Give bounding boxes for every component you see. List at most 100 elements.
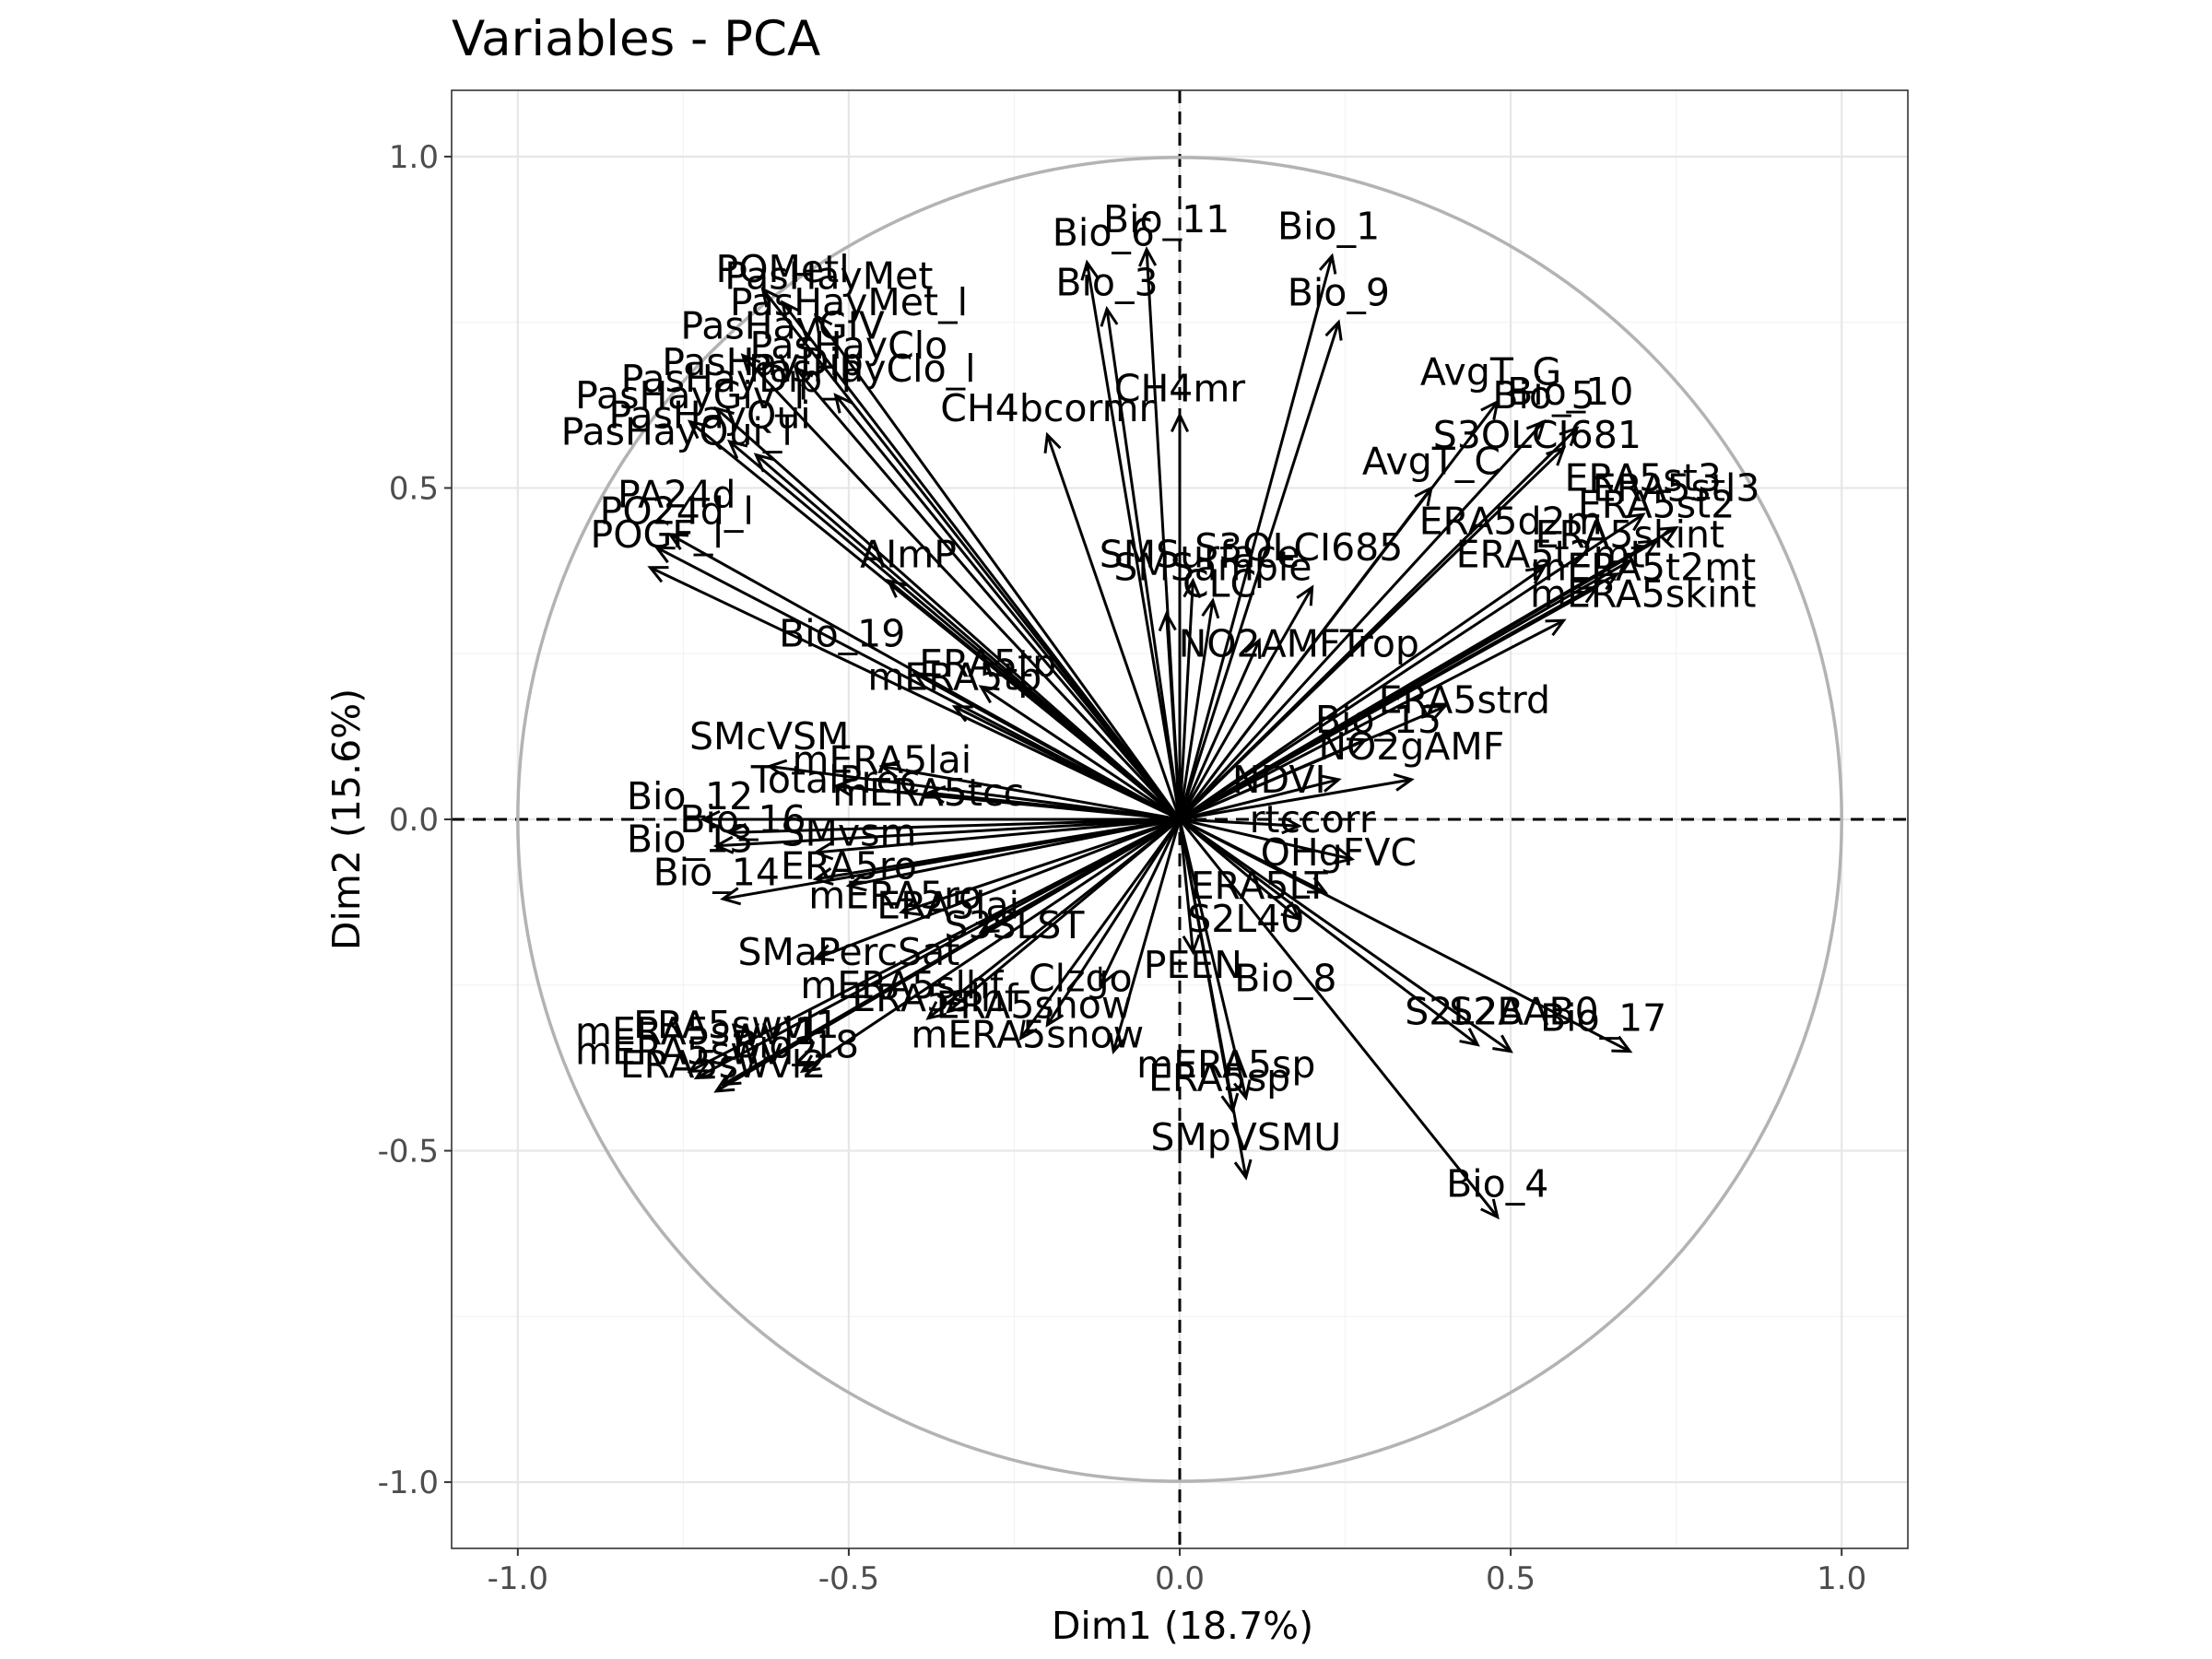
variable-arrow-s2bab0 <box>1179 818 1513 1053</box>
arrow-head <box>1233 1079 1252 1101</box>
variable-label: OHgFVC <box>1261 830 1417 875</box>
arrow-shaft <box>1179 818 1326 894</box>
arrow-head <box>812 866 834 886</box>
x-tick-label: 0.0 <box>1155 1560 1205 1597</box>
variable-arrow-era5lt <box>1179 818 1329 894</box>
variable-arrow-pashaydip <box>713 406 1181 821</box>
variable-label: NDVI <box>1232 758 1326 802</box>
arrow-head <box>1296 584 1314 606</box>
variable-label: Bio_11 <box>1103 197 1230 241</box>
variable-label: ERA5LT <box>1191 864 1329 908</box>
variable-arrow-smcvsm <box>766 759 1181 821</box>
arrow-head <box>899 898 921 916</box>
variable-arrow-smapercsat <box>812 818 1181 962</box>
variable-arrow-smsurface <box>1178 597 1220 820</box>
variable-label: PasHayMet <box>724 253 933 298</box>
variable-label: AvgT_G <box>1420 350 1561 394</box>
variable-label: PasHayClo <box>750 324 948 368</box>
arrow-head <box>713 1075 735 1093</box>
variable-arrow-bio-12 <box>700 809 1180 830</box>
arrow-head <box>1324 319 1343 341</box>
variable-label: ERA5stl3 <box>1593 465 1760 510</box>
variable-label: ERA5swvl1 <box>633 1003 840 1047</box>
variable-label: CH4bcormr <box>940 386 1154 430</box>
arrow-head <box>1281 816 1302 835</box>
arrow-head <box>1099 966 1116 988</box>
arrow-shaft <box>1178 818 1248 1178</box>
variable-arrows <box>647 246 1679 1220</box>
arrow-shaft <box>1085 262 1182 820</box>
arrow-shaft <box>1179 618 1565 821</box>
variable-arrow-mera5tcc <box>924 785 1181 821</box>
variable-arrow-avgt-c <box>1178 485 1433 820</box>
arrow-head <box>1320 774 1342 793</box>
arrow-shaft <box>815 818 1181 960</box>
arrow-shaft <box>1105 309 1182 820</box>
arrow-head <box>1624 512 1646 532</box>
variable-label: ERA5t2mt <box>1456 532 1645 576</box>
arrow-shaft <box>716 818 1181 848</box>
variable-label: S3SLST <box>944 903 1085 947</box>
arrow-shaft <box>1179 818 1479 1046</box>
variable-arrow-no2amf <box>1179 772 1415 821</box>
variable-label: Bio_13 <box>627 818 753 862</box>
arrow-head <box>925 1001 947 1020</box>
arrow-shaft <box>1165 613 1182 820</box>
arrow-head <box>726 439 748 459</box>
arrow-head <box>687 419 709 440</box>
variable-label: Bio_4 <box>1446 1162 1548 1206</box>
arrow-head <box>1480 399 1500 420</box>
arrow-head <box>1611 559 1633 577</box>
variable-arrow-mera5snow <box>1045 818 1182 1028</box>
arrow-shaft <box>1178 255 1334 820</box>
variable-arrow-era5lai <box>899 818 1181 916</box>
variable-label: S3OLCI681 <box>1433 413 1641 457</box>
y-tick-label: 1.0 <box>389 139 439 176</box>
arrow-shaft <box>1099 818 1182 986</box>
arrow-shaft <box>1178 581 1194 820</box>
variable-arrow-mera5swvl1 <box>693 818 1181 1080</box>
arrow-head <box>1182 934 1201 956</box>
arrow-head <box>1480 1198 1500 1220</box>
variable-label: ERA5slhf <box>852 976 1019 1020</box>
arrow-shaft <box>947 818 1181 1013</box>
arrow-head <box>878 759 900 779</box>
arrow-head <box>1100 305 1119 327</box>
variable-arrow-pashayqui <box>753 453 1181 821</box>
arrow-shaft <box>927 791 1181 821</box>
arrow-head <box>1043 431 1062 453</box>
arrow-head <box>653 546 676 564</box>
arrow-shaft <box>741 354 1182 821</box>
arrow-shaft <box>980 685 1181 821</box>
variable-label: mERA5sp <box>1136 1042 1315 1087</box>
y-tick-label: 0.0 <box>389 802 439 839</box>
arrow-head <box>712 835 735 854</box>
arrow-head <box>1018 1019 1038 1041</box>
variable-label: PasHayGiv_l <box>575 373 805 418</box>
variable-label: ERA5tp <box>919 641 1056 686</box>
arrow-head <box>1426 704 1448 722</box>
variable-label: Bio_18 <box>733 1022 859 1066</box>
arrow-head <box>951 705 973 723</box>
arrow-shaft <box>954 705 1181 821</box>
variable-label: Bio_14 <box>653 851 780 895</box>
arrow-shaft <box>848 818 1181 888</box>
variable-label: TotalPrec <box>750 758 920 802</box>
arrow-shaft <box>715 407 1181 821</box>
arrow-shaft <box>888 579 1181 821</box>
arrow-head <box>1525 565 1547 584</box>
arrow-head <box>1545 618 1567 637</box>
arrow-head <box>1201 597 1220 619</box>
arrow-shaft <box>794 368 1182 820</box>
variable-label: SMSample <box>1113 546 1312 590</box>
variable-label: PA24d <box>618 473 735 517</box>
variable-label: mERA5snow <box>911 1013 1144 1057</box>
variable-arrow-no2amftrop <box>1178 637 1262 820</box>
arrow-head <box>1318 253 1337 275</box>
arrow-head <box>1638 539 1660 558</box>
variable-label: PasHayDip_l <box>621 357 852 401</box>
variable-label: Bio_8 <box>1234 957 1336 1001</box>
variable-arrow-s2l40 <box>1179 818 1301 922</box>
arrow-shaft <box>649 566 1181 821</box>
variable-label: SMvsm <box>781 810 916 854</box>
